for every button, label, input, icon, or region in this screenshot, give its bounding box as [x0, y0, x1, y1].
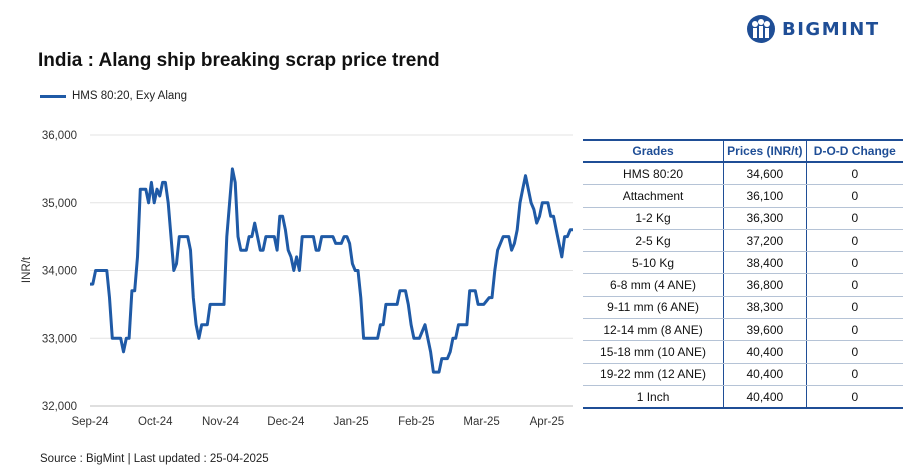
grade-cell: 5-10 Kg	[583, 251, 724, 275]
y-tick-label: 32,000	[42, 401, 77, 413]
brand-name: BIGMINT	[782, 18, 880, 40]
legend-label: HMS 80:20, Exy Alang	[72, 90, 188, 102]
x-tick-label: Sep-24	[71, 416, 109, 428]
y-tick-label: 34,000	[42, 266, 77, 278]
y-tick-label: 36,000	[42, 130, 77, 142]
table-row: 9-11 mm (6 ANE) 38,300 0	[583, 296, 903, 320]
header-grades: Grades	[583, 139, 724, 163]
x-tick-label: Mar-25	[463, 416, 499, 428]
table-row: Attachment 36,100 0	[583, 184, 903, 208]
x-tick-label: Apr-25	[530, 416, 565, 428]
gridlines	[90, 134, 573, 407]
grade-cell: 2-5 Kg	[583, 229, 724, 253]
bigmint-logo-icon	[747, 15, 775, 43]
price-cell: 36,800	[723, 273, 807, 297]
table-row: HMS 80:20 34,600 0	[583, 162, 903, 186]
dod-change-cell: 0	[805, 318, 903, 342]
price-cell: 36,100	[723, 184, 807, 208]
dod-change-cell: 0	[805, 251, 903, 275]
grade-cell: 12-14 mm (8 ANE)	[583, 318, 724, 342]
dod-change-cell: 0	[805, 385, 903, 410]
price-cell: 40,400	[723, 340, 807, 364]
y-tick-label: 35,000	[42, 198, 77, 210]
brand-logo: BIGMINT	[746, 14, 880, 44]
dod-change-cell: 0	[805, 207, 903, 230]
dod-change-cell: 0	[805, 296, 903, 320]
x-tick-label: Oct-24	[138, 416, 173, 428]
x-axis-ticks: Sep-24 Oct-24 Nov-24 Dec-24 Jan-25 Feb-25 Mar-…	[71, 416, 564, 428]
legend-swatch	[40, 94, 66, 98]
grade-cell: 15-18 mm (10 ANE)	[583, 340, 724, 364]
table-row: 6-8 mm (4 ANE) 36,800 0	[583, 273, 903, 297]
x-tick-label: Nov-24	[202, 416, 240, 428]
table-row: 15-18 mm (10 ANE) 40,400 0	[583, 340, 903, 364]
grade-cell: 1 Inch	[583, 385, 724, 410]
price-cell: 40,400	[723, 385, 807, 410]
grade-cell: 19-22 mm (12 ANE)	[583, 363, 724, 386]
price-cell: 34,600	[723, 162, 807, 186]
y-axis-label: INR/t	[21, 256, 33, 283]
price-cell: 37,200	[723, 229, 807, 253]
table-row: 1 Inch 40,400 0	[583, 385, 903, 410]
header-dod-change: D-O-D Change	[805, 139, 903, 163]
dod-change-cell: 0	[805, 340, 903, 364]
grade-cell: Attachment	[583, 184, 724, 208]
y-tick-label: 33,000	[42, 333, 77, 345]
grades-price-table: Grades Prices (INR/t) D-O-D Change HMS 8…	[583, 139, 903, 410]
price-cell: 38,400	[723, 251, 807, 275]
price-cell: 40,400	[723, 363, 807, 386]
y-axis-ticks: 32,000 33,000 34,000 35,000 36,000	[42, 130, 77, 413]
table-row: 5-10 Kg 38,400 0	[583, 251, 903, 275]
x-tick-label: Dec-24	[267, 416, 305, 428]
dod-change-cell: 0	[805, 273, 903, 297]
table-row: 19-22 mm (12 ANE) 40,400 0	[583, 363, 903, 386]
grade-cell: HMS 80:20	[583, 162, 724, 186]
chart-title: India : Alang ship breaking scrap price …	[38, 50, 440, 71]
header-prices: Prices (INR/t)	[723, 139, 807, 163]
grade-cell: 6-8 mm (4 ANE)	[583, 273, 724, 297]
table-row: 2-5 Kg 37,200 0	[583, 229, 903, 253]
price-cell: 36,300	[723, 207, 807, 230]
table-row: 1-2 Kg 36,300 0	[583, 207, 903, 230]
dod-change-cell: 0	[805, 229, 903, 253]
x-tick-label: Jan-25	[333, 416, 368, 428]
price-cell: 38,300	[723, 296, 807, 320]
source-note: Source : BigMint | Last updated : 25-04-…	[40, 453, 269, 465]
dod-change-cell: 0	[805, 184, 903, 208]
table-body: HMS 80:20 34,600 0 Attachment 36,100 0 1-2 Kg 3…	[583, 162, 903, 410]
table-header-row: Grades Prices (INR/t) D-O-D Change	[583, 139, 903, 163]
table-row: 12-14 mm (8 ANE) 39,600 0	[583, 318, 903, 342]
series-line-hms-80-20	[90, 167, 573, 374]
price-cell: 39,600	[723, 318, 807, 342]
grade-cell: 9-11 mm (6 ANE)	[583, 296, 724, 320]
x-tick-label: Feb-25	[398, 416, 434, 428]
dod-change-cell: 0	[805, 162, 903, 186]
dod-change-cell: 0	[805, 363, 903, 386]
chart-legend: HMS 80:20, Exy Alang	[40, 90, 187, 102]
grade-cell: 1-2 Kg	[583, 207, 724, 230]
